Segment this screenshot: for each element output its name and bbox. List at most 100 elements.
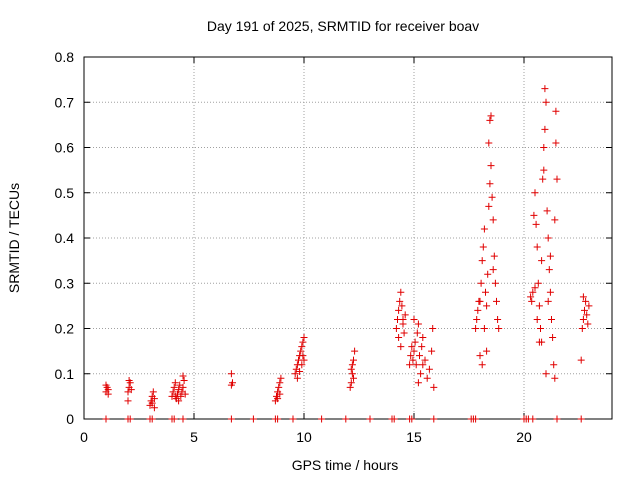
baseline-point bbox=[408, 415, 416, 423]
data-point bbox=[533, 315, 541, 323]
x-tick-label: 15 bbox=[406, 429, 422, 445]
data-point bbox=[417, 370, 425, 378]
y-tick-label: 0 bbox=[66, 411, 74, 427]
data-point bbox=[487, 162, 495, 170]
data-point bbox=[179, 383, 187, 391]
data-point bbox=[274, 395, 282, 403]
y-tick-label: 0.8 bbox=[55, 49, 75, 65]
data-point bbox=[489, 216, 497, 224]
data-point bbox=[418, 343, 426, 351]
data-point bbox=[543, 207, 551, 215]
data-point bbox=[423, 374, 431, 382]
data-point bbox=[531, 284, 539, 292]
data-point bbox=[480, 225, 488, 233]
data-point bbox=[579, 315, 587, 323]
data-point bbox=[296, 367, 304, 375]
y-tick-label: 0.6 bbox=[55, 140, 75, 156]
data-point bbox=[410, 315, 418, 323]
data-point bbox=[297, 347, 305, 355]
data-point bbox=[578, 325, 586, 332]
data-point bbox=[149, 388, 157, 396]
data-point bbox=[550, 361, 558, 369]
data-point bbox=[533, 243, 541, 251]
axis-ticks: 0 0.1 0.2 0.3 0.4 0.5 0.6 0.7 0.8 0 5 10 15 20 bbox=[55, 49, 612, 445]
baseline-point bbox=[390, 415, 398, 423]
baseline-point bbox=[577, 415, 585, 423]
data-point bbox=[495, 325, 503, 332]
baseline-point bbox=[529, 415, 537, 423]
y-tick-label: 0.7 bbox=[55, 94, 75, 110]
data-point bbox=[127, 386, 135, 394]
data-point bbox=[540, 166, 548, 174]
data-point bbox=[488, 193, 496, 201]
data-point bbox=[538, 257, 546, 265]
data-point bbox=[419, 361, 427, 369]
data-point bbox=[478, 361, 486, 369]
data-point bbox=[531, 189, 539, 197]
data-point bbox=[398, 302, 406, 310]
x-tick-label: 10 bbox=[296, 429, 312, 445]
data-point bbox=[298, 343, 306, 351]
data-point bbox=[581, 306, 588, 314]
y-tick-label: 0.4 bbox=[55, 230, 75, 246]
data-point bbox=[473, 315, 481, 323]
data-point bbox=[479, 243, 487, 251]
data-point bbox=[179, 372, 187, 380]
baseline-point bbox=[430, 415, 438, 423]
data-point bbox=[347, 365, 355, 373]
data-point bbox=[407, 352, 415, 360]
baseline-point bbox=[249, 415, 257, 423]
data-point bbox=[529, 288, 537, 296]
baseline-point bbox=[227, 415, 235, 423]
data-point bbox=[291, 370, 299, 378]
y-tick-label: 0.2 bbox=[55, 321, 75, 337]
data-point bbox=[542, 370, 550, 378]
data-point bbox=[535, 338, 543, 346]
data-point bbox=[494, 315, 502, 323]
data-point bbox=[476, 297, 484, 305]
data-point bbox=[474, 306, 482, 314]
data-point bbox=[585, 302, 593, 310]
data-point bbox=[579, 293, 587, 301]
data-point bbox=[544, 297, 552, 305]
data-point bbox=[395, 306, 403, 314]
data-point bbox=[545, 266, 553, 274]
data-point bbox=[546, 252, 554, 260]
data-point bbox=[577, 356, 585, 364]
data-point bbox=[425, 365, 433, 373]
data-point bbox=[414, 379, 422, 387]
data-point bbox=[124, 397, 132, 405]
data-point bbox=[408, 343, 416, 351]
data-point bbox=[125, 377, 133, 385]
data-point bbox=[491, 279, 499, 287]
data-point bbox=[482, 288, 489, 296]
data-point bbox=[480, 325, 488, 332]
data-point bbox=[535, 302, 543, 310]
data-point bbox=[150, 395, 158, 403]
y-tick-label: 0.5 bbox=[55, 185, 75, 201]
data-point bbox=[486, 116, 494, 124]
data-point bbox=[421, 356, 429, 364]
baseline-point bbox=[179, 415, 187, 423]
data-point bbox=[416, 352, 423, 360]
data-point bbox=[150, 404, 158, 412]
data-point bbox=[395, 334, 403, 342]
data-point bbox=[552, 107, 560, 115]
x-tick-label: 20 bbox=[516, 429, 532, 445]
data-point bbox=[298, 361, 306, 369]
data-point bbox=[169, 388, 177, 396]
data-point bbox=[549, 334, 557, 342]
data-point bbox=[180, 377, 188, 385]
data-point bbox=[351, 347, 359, 355]
baseline-point bbox=[170, 415, 178, 423]
data-point bbox=[410, 347, 418, 355]
baseline-point bbox=[126, 415, 134, 423]
data-point bbox=[486, 180, 494, 188]
data-points bbox=[102, 85, 593, 423]
data-point bbox=[493, 297, 500, 305]
data-point bbox=[430, 383, 438, 391]
data-point bbox=[399, 315, 407, 323]
data-point bbox=[413, 329, 421, 337]
grid-lines bbox=[84, 57, 612, 419]
